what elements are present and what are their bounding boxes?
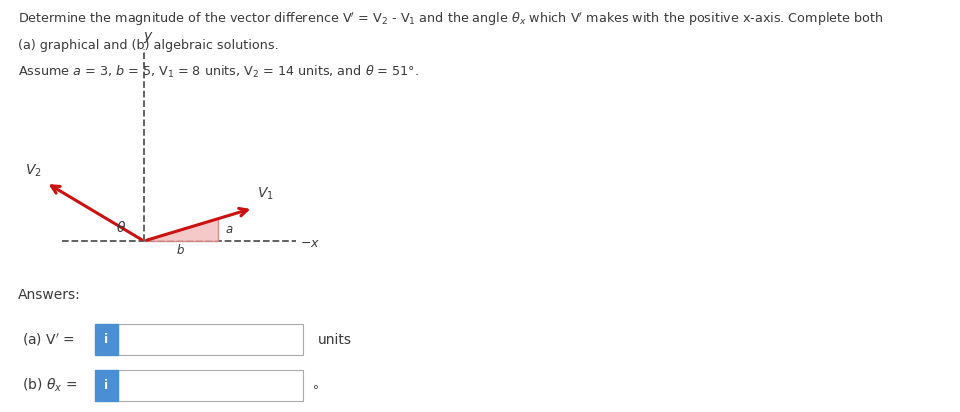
Text: $y$: $y$ (143, 30, 154, 45)
Text: (a) V$'$ =: (a) V$'$ = (22, 332, 75, 348)
Text: (a) graphical and (b) algebraic solutions.: (a) graphical and (b) algebraic solution… (18, 39, 278, 52)
Text: $\theta$: $\theta$ (116, 220, 126, 235)
Text: $a$: $a$ (225, 223, 233, 236)
Bar (95, 370, 117, 400)
Text: Answers:: Answers: (18, 288, 81, 302)
Text: Assume $a$ = 3, $b$ = 5, V$_1$ = 8 units, V$_2$ = 14 units, and $\theta$ = 51$\d: Assume $a$ = 3, $b$ = 5, V$_1$ = 8 units… (18, 64, 420, 80)
Text: $V_2$: $V_2$ (25, 162, 42, 178)
Text: Determine the magnitude of the vector difference V$'$ = V$_2$ - V$_1$ and the an: Determine the magnitude of the vector di… (18, 10, 883, 28)
Text: $V_1$: $V_1$ (257, 185, 274, 202)
Bar (95, 325, 117, 355)
Text: $-x$: $-x$ (300, 236, 320, 250)
Text: $\circ$: $\circ$ (311, 379, 319, 392)
Text: units: units (318, 333, 351, 347)
Text: (b) $\theta_x$ =: (b) $\theta_x$ = (22, 377, 78, 394)
Text: i: i (104, 379, 108, 392)
Bar (117, 325, 302, 355)
Bar (117, 370, 302, 400)
Polygon shape (144, 218, 218, 241)
Text: i: i (104, 333, 108, 346)
Text: $b$: $b$ (177, 243, 185, 257)
